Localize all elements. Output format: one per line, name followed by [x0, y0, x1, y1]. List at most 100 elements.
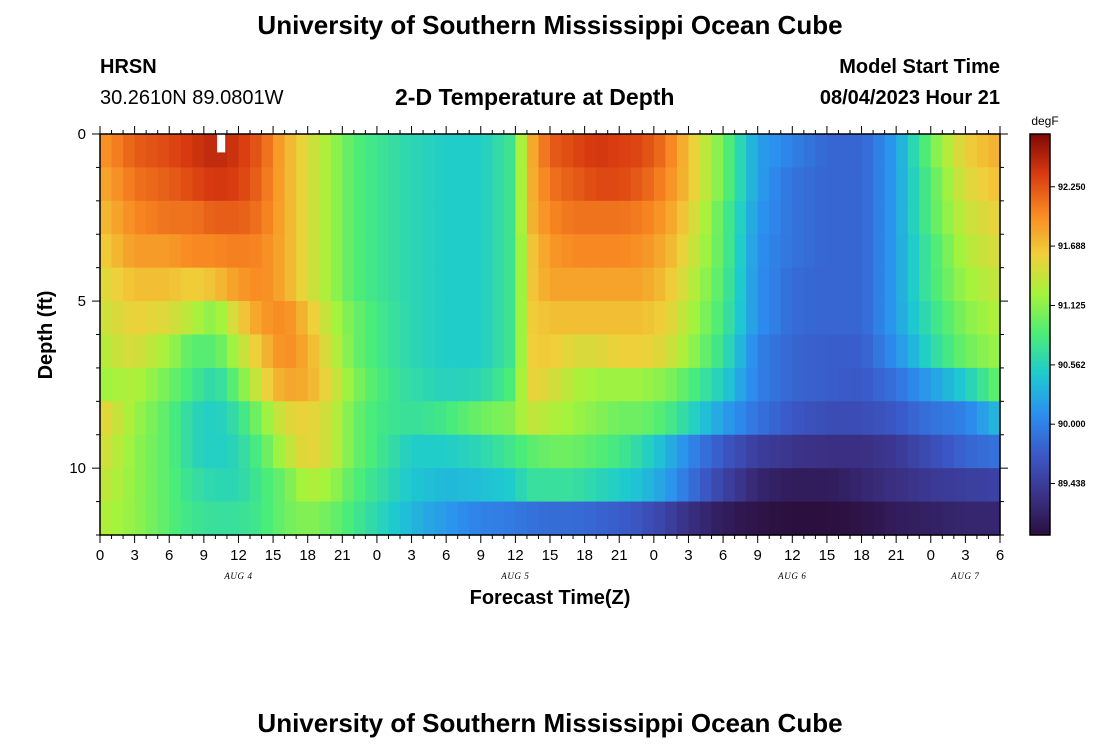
heatmap-cell: [988, 200, 1001, 235]
heatmap-cell: [446, 301, 459, 336]
heatmap-cell: [896, 134, 909, 169]
heatmap-cell: [469, 267, 482, 302]
heatmap-cell: [319, 200, 332, 235]
heatmap-cell: [100, 301, 113, 336]
heatmap-cell: [423, 334, 436, 369]
heatmap-cell: [123, 134, 136, 169]
heatmap-cell: [423, 167, 436, 202]
heatmap-cell: [423, 401, 436, 436]
x-tick-label: 15: [265, 547, 282, 564]
heatmap-cell: [376, 434, 390, 469]
heatmap-cell: [596, 434, 609, 469]
heatmap-cell: [596, 267, 609, 302]
heatmap-cell: [711, 434, 724, 469]
heatmap-cell: [965, 167, 978, 202]
heatmap-cell: [273, 267, 286, 302]
heatmap-cell: [700, 334, 713, 369]
heatmap-cell: [988, 468, 1001, 503]
heatmap-cell: [446, 501, 459, 536]
heatmap-cell: [607, 167, 620, 202]
heatmap-cell: [215, 167, 228, 202]
heatmap-cell: [930, 267, 943, 302]
heatmap-cell: [146, 468, 159, 503]
heatmap-cell: [492, 200, 505, 235]
heatmap-cell: [192, 468, 205, 503]
heatmap-cell: [365, 367, 378, 402]
heatmap-cell: [515, 401, 528, 436]
heatmap-cell: [826, 134, 840, 169]
heatmap-cell: [538, 401, 551, 436]
heatmap-cell: [769, 167, 782, 202]
heatmap-cell: [688, 234, 701, 269]
heatmap-cell: [434, 468, 447, 503]
heatmap-cell: [134, 301, 147, 336]
heatmap-cell: [988, 301, 1001, 336]
heatmap-cell: [319, 167, 332, 202]
heatmap-cell: [942, 401, 955, 436]
heatmap-cell: [342, 267, 355, 302]
heatmap-cell: [850, 468, 863, 503]
heatmap-cell: [642, 301, 655, 336]
heatmap-cell: [700, 301, 713, 336]
heatmap-cell: [423, 200, 436, 235]
heatmap-cell: [411, 468, 424, 503]
heatmap-cell: [238, 501, 251, 536]
heatmap-cell: [515, 234, 528, 269]
heatmap-cell: [100, 468, 113, 503]
heatmap-cell: [711, 501, 724, 536]
colorbar: [1029, 133, 1051, 536]
heatmap-cell: [411, 234, 424, 269]
heatmap-cell: [746, 267, 759, 302]
heatmap-cell: [907, 234, 920, 269]
heatmap-cell: [907, 367, 920, 402]
heatmap-cell: [469, 334, 482, 369]
heatmap-cell: [365, 234, 378, 269]
heatmap-cell: [365, 434, 378, 469]
heatmap-cell: [376, 401, 390, 436]
heatmap-cell: [630, 434, 643, 469]
heatmap-cell: [873, 334, 886, 369]
heatmap-cell: [111, 234, 124, 269]
heatmap-cell: [884, 501, 897, 536]
heatmap-cell: [111, 434, 124, 469]
heatmap-cell: [423, 367, 436, 402]
temperature-depth-chart: 0 5 10 Depth (ft) 0 3 6 9 12 15 18 21 0 3 6 9 12 15 18 21 0 3…: [35, 114, 1086, 609]
heatmap-cell: [480, 301, 493, 336]
heatmap-cell: [250, 234, 263, 269]
heatmap-cell: [353, 234, 366, 269]
heatmap-cell: [550, 468, 563, 503]
colorbar-unit-label: degF: [1031, 114, 1058, 128]
heatmap-cell: [192, 301, 205, 336]
heatmap-cell: [469, 301, 482, 336]
colorbar-tick-label: 89.438: [1058, 479, 1086, 489]
heatmap-cell: [711, 134, 724, 169]
heatmap-cell: [515, 334, 528, 369]
heatmap-cell: [596, 234, 609, 269]
heatmap-cell: [261, 234, 274, 269]
heatmap-cell: [642, 367, 655, 402]
heatmap-cell: [976, 167, 990, 202]
heatmap-cell: [284, 301, 297, 336]
heatmap-cell: [192, 434, 205, 469]
heatmap-cell: [665, 234, 678, 269]
heatmap-cell: [896, 468, 909, 503]
heatmap-cell: [584, 401, 597, 436]
heatmap-cell: [780, 334, 793, 369]
heatmap-cell: [942, 367, 955, 402]
heatmap-cell: [850, 234, 863, 269]
heatmap-cell: [180, 267, 193, 302]
heatmap-cell: [261, 200, 274, 235]
heatmap-cell: [826, 434, 840, 469]
heatmap-cell: [826, 334, 840, 369]
heatmap-cell: [607, 501, 620, 536]
heatmap-cell: [180, 468, 193, 503]
heatmap-cell: [700, 501, 713, 536]
heatmap-cell: [665, 267, 678, 302]
heatmap-cell: [919, 267, 932, 302]
heatmap-cell: [942, 301, 955, 336]
heatmap-cell: [238, 134, 251, 169]
heatmap-cell: [330, 468, 343, 503]
heatmap-cell: [653, 434, 666, 469]
station-name: HRSN: [100, 56, 157, 78]
heatmap-cell: [250, 200, 263, 235]
